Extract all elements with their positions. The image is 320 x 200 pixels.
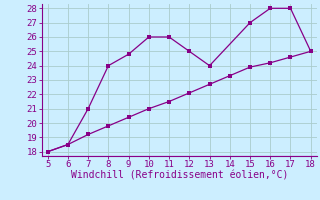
X-axis label: Windchill (Refroidissement éolien,°C): Windchill (Refroidissement éolien,°C) <box>70 171 288 181</box>
